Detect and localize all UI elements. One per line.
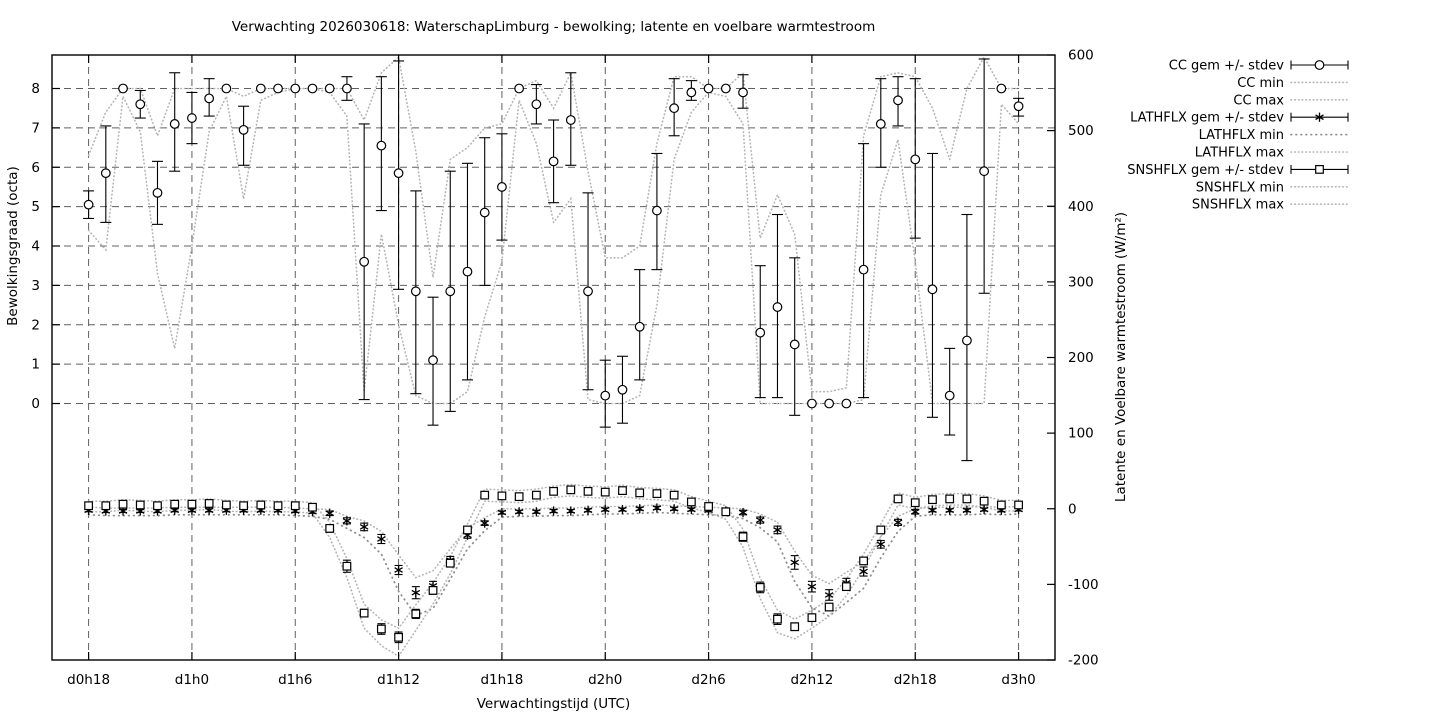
svg-text:d2h12: d2h12 <box>790 672 833 688</box>
svg-text:SNSHFLX gem +/- stdev: SNSHFLX gem +/- stdev <box>1127 163 1284 178</box>
snshflx-mean-series <box>84 485 1023 644</box>
svg-text:Bewolkingsgraad (octa): Bewolkingsgraad (octa) <box>5 166 21 326</box>
cc-mean-series <box>83 58 1025 462</box>
svg-text:500: 500 <box>1068 123 1094 139</box>
svg-text:100: 100 <box>1068 426 1094 442</box>
svg-text:Latente en Voelbare warmtestro: Latente en Voelbare warmtestroom (W/m²) <box>1113 212 1129 502</box>
legend-item-lathflx-min: LATHFLX min <box>1199 128 1349 143</box>
svg-text:6: 6 <box>31 160 40 176</box>
svg-text:SNSHFLX min: SNSHFLX min <box>1196 180 1284 195</box>
svg-text:0: 0 <box>31 396 40 412</box>
legend-item-cc-gem-stdev: CC gem +/- stdev <box>1169 59 1349 74</box>
svg-text:d0h18: d0h18 <box>67 672 110 688</box>
svg-text:0: 0 <box>1068 501 1077 517</box>
legend-item-snshflx-max: SNSHFLX max <box>1192 198 1349 213</box>
svg-text:CC min: CC min <box>1237 76 1284 91</box>
cc-min-curve <box>87 87 1020 405</box>
svg-text:400: 400 <box>1068 199 1094 215</box>
svg-text:d2h6: d2h6 <box>691 672 725 688</box>
legend: CC gem +/- stdev CC min CC max LATHFLX gem … <box>1127 59 1349 213</box>
legend-item-lathflx-max: LATHFLX max <box>1195 146 1349 161</box>
legend-item-cc-max: CC max <box>1233 93 1349 108</box>
svg-text:600: 600 <box>1068 48 1094 64</box>
y-axis-left-label: Bewolkingsgraad (octa) <box>5 166 21 326</box>
svg-text:d1h0: d1h0 <box>175 672 209 688</box>
svg-text:300: 300 <box>1068 274 1094 290</box>
legend-item-lathflx-gem-stdev: LATHFLX gem +/- stdev <box>1130 111 1349 126</box>
svg-text:4: 4 <box>31 239 40 255</box>
svg-text:d3h0: d3h0 <box>1001 672 1035 688</box>
svg-text:2: 2 <box>31 317 40 333</box>
svg-text:CC max: CC max <box>1233 93 1284 108</box>
legend-item-snshflx-gem-stdev: SNSHFLX gem +/- stdev <box>1127 163 1349 178</box>
svg-text:3: 3 <box>31 278 40 294</box>
cc-max-curve <box>87 55 1020 393</box>
svg-text:Verwachting 2026030618: Waters: Verwachting 2026030618: WaterschapLimbur… <box>232 19 875 35</box>
svg-text:7: 7 <box>31 120 40 136</box>
svg-text:Verwachtingstijd (UTC): Verwachtingstijd (UTC) <box>477 696 631 712</box>
svg-text:d1h12: d1h12 <box>377 672 420 688</box>
svg-text:CC gem +/- stdev: CC gem +/- stdev <box>1169 59 1285 74</box>
x-axis-tick-labels: d0h18 d1h0 d1h6 d1h12 d1h18 d2h0 d2h6 d2h12 d2h1… <box>67 672 1036 688</box>
svg-text:d2h0: d2h0 <box>588 672 622 688</box>
svg-text:d1h6: d1h6 <box>278 672 312 688</box>
y-axis-right-tick-labels: -200 -100 0 100 200 300 400 500 600 <box>1068 48 1099 669</box>
svg-text:5: 5 <box>31 199 40 215</box>
x-axis-label: Verwachtingstijd (UTC) <box>477 696 631 712</box>
svg-text:1: 1 <box>31 357 40 373</box>
svg-text:LATHFLX min: LATHFLX min <box>1199 128 1284 143</box>
y-axis-right-label: Latente en Voelbare warmtestroom (W/m²) <box>1113 212 1129 502</box>
legend-item-snshflx-min: SNSHFLX min <box>1196 180 1349 195</box>
svg-text:LATHFLX max: LATHFLX max <box>1195 146 1285 161</box>
axis-ticks <box>52 54 1055 661</box>
svg-text:-100: -100 <box>1068 577 1099 593</box>
svg-text:200: 200 <box>1068 350 1094 366</box>
y-axis-left-tick-labels: 0 1 2 3 4 5 6 7 8 <box>31 81 40 412</box>
svg-text:SNSHFLX max: SNSHFLX max <box>1192 198 1284 213</box>
snshflx-max-curve <box>87 483 1020 630</box>
svg-text:8: 8 <box>31 81 40 97</box>
legend-item-cc-min: CC min <box>1237 76 1349 91</box>
chart-title: Verwachting 2026030618: WaterschapLimbur… <box>232 19 875 35</box>
svg-text:-200: -200 <box>1068 653 1099 669</box>
svg-text:d1h18: d1h18 <box>480 672 523 688</box>
svg-text:LATHFLX gem +/- stdev: LATHFLX gem +/- stdev <box>1130 111 1284 126</box>
svg-text:d2h18: d2h18 <box>894 672 937 688</box>
